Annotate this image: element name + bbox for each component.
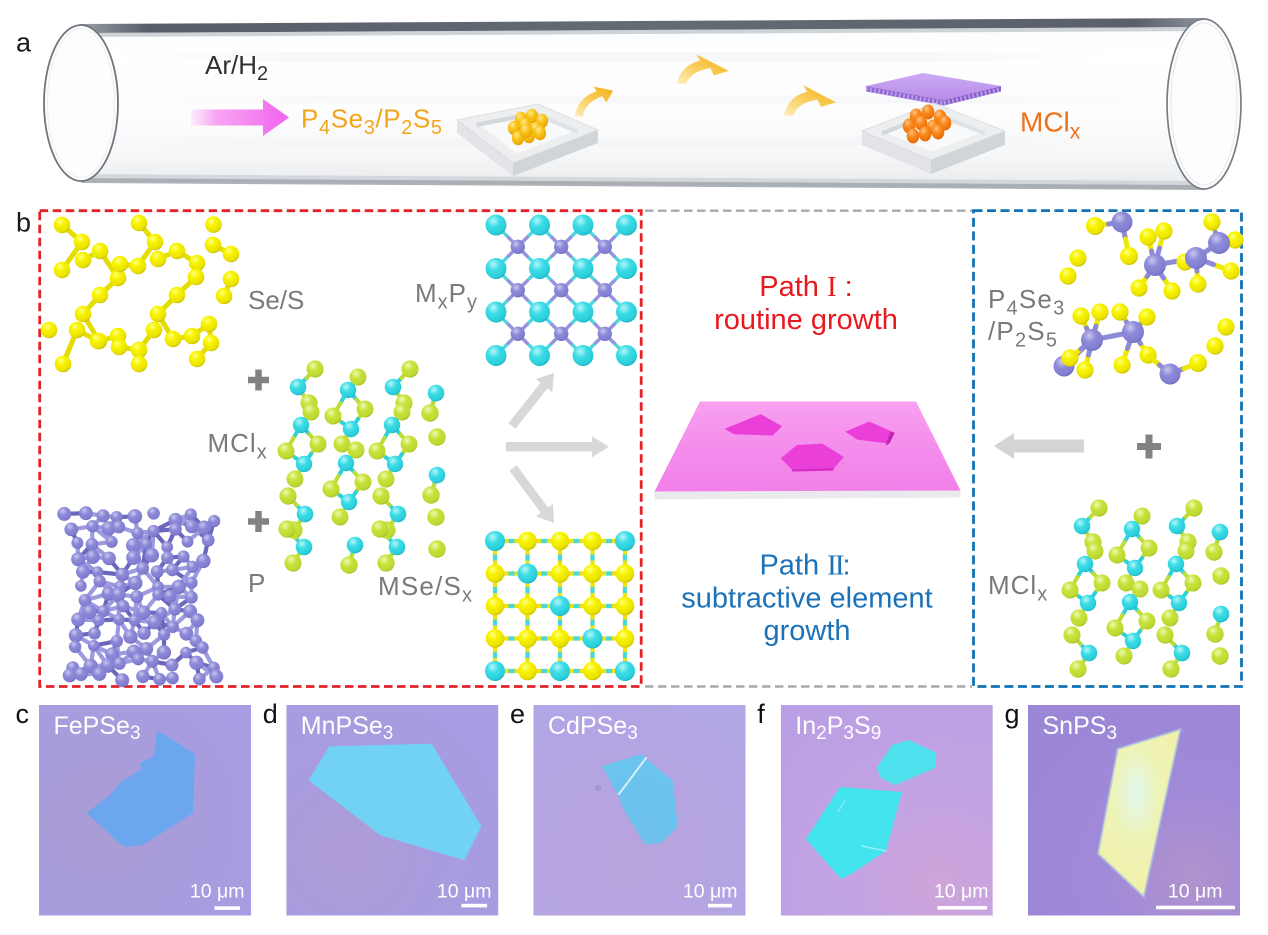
- svg-text:CdPSe3: CdPSe3: [548, 712, 638, 744]
- svg-text:g: g: [1005, 699, 1020, 729]
- svg-text:b: b: [16, 208, 31, 238]
- svg-text:In2P3S9: In2P3S9: [795, 712, 881, 744]
- svg-text:/P2S5: /P2S5: [988, 316, 1058, 352]
- svg-text:P: P: [248, 568, 265, 598]
- svg-text:MxPy: MxPy: [415, 278, 478, 314]
- svg-text:Se/S: Se/S: [248, 285, 304, 315]
- svg-text:MClx: MClx: [988, 570, 1048, 606]
- svg-text:SnPS3: SnPS3: [1043, 712, 1118, 744]
- svg-text:10 μm: 10 μm: [437, 881, 492, 903]
- svg-text:FePSe3: FePSe3: [54, 712, 141, 744]
- svg-text:growth: growth: [763, 615, 850, 647]
- svg-text:P4Se3: P4Se3: [988, 284, 1065, 320]
- svg-text:MClx: MClx: [208, 428, 268, 464]
- svg-text:routine growth: routine growth: [714, 304, 898, 336]
- svg-text:subtractive element: subtractive element: [681, 583, 932, 615]
- svg-text:Path I :: Path I :: [759, 271, 853, 303]
- svg-text:MnPSe3: MnPSe3: [301, 712, 394, 744]
- svg-text:a: a: [16, 28, 32, 58]
- svg-text:d: d: [263, 699, 278, 729]
- svg-text:f: f: [757, 699, 765, 729]
- svg-text:c: c: [16, 699, 30, 729]
- svg-text:10 μm: 10 μm: [190, 881, 245, 903]
- svg-text:e: e: [510, 699, 525, 729]
- svg-text:10 μm: 10 μm: [1168, 881, 1223, 903]
- svg-text:MSe/Sx: MSe/Sx: [378, 571, 473, 607]
- svg-text:Path II:: Path II:: [759, 550, 850, 582]
- svg-text:10 μm: 10 μm: [683, 881, 738, 903]
- svg-text:10 μm: 10 μm: [934, 881, 989, 903]
